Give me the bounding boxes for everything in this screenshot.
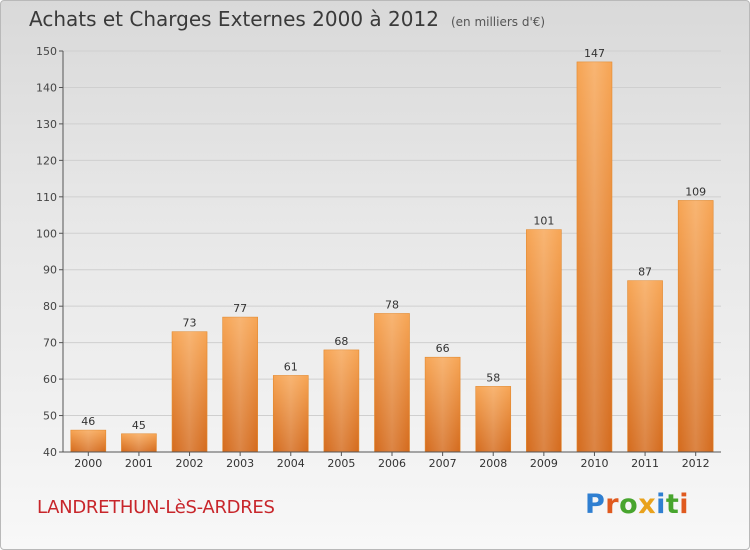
bar-value-label: 87	[638, 266, 652, 279]
bar-layer: 46 45 73 77 61 68 78 66 58 101 147 87 109	[70, 47, 714, 453]
bar-shine	[172, 331, 208, 452]
bar-shine	[222, 317, 258, 452]
y-tick-label: 110	[36, 191, 57, 204]
bar-group: 78	[374, 298, 410, 453]
y-tick-label: 60	[43, 373, 57, 386]
bar-shine	[273, 375, 309, 452]
bar-value-label: 46	[81, 415, 95, 428]
axis-layer: 40 50 60 70 80 90 100 110 120 130 140 150 2000 2001 20…	[36, 45, 721, 470]
x-tick-label: 2010	[580, 457, 608, 470]
x-tick-label: 2000	[74, 457, 102, 470]
y-tick-label: 90	[43, 264, 57, 277]
x-tick-label: 2007	[429, 457, 457, 470]
chart-title: Achats et Charges Externes 2000 à 2012 (e…	[29, 7, 545, 31]
bar-shine	[576, 61, 612, 452]
bar-shine	[475, 386, 511, 452]
bar-shine	[70, 430, 106, 452]
x-tick-label: 2002	[176, 457, 204, 470]
bar-shine	[323, 349, 359, 452]
bar-value-label: 66	[436, 342, 450, 355]
bar-group: 87	[627, 266, 663, 453]
y-tick-label: 70	[43, 337, 57, 350]
y-tick-label: 50	[43, 410, 57, 423]
x-tick-label: 2004	[277, 457, 305, 470]
bar-group: 61	[272, 360, 309, 453]
place-name: LANDRETHUN-LèS-ARDRES	[37, 497, 275, 518]
y-tick-label: 150	[36, 45, 57, 58]
y-tick-label: 80	[43, 300, 57, 313]
brand-letter: i	[679, 489, 690, 520]
x-tick-label: 2008	[479, 457, 507, 470]
bar-group: 73	[171, 317, 208, 453]
brand-letter: i	[656, 489, 666, 520]
bar-group: 77	[222, 302, 258, 453]
brand-letter: x	[638, 489, 657, 520]
y-tick-label: 140	[36, 81, 57, 94]
chart-unit-label: (en milliers d'€)	[450, 15, 546, 29]
bar-shine	[627, 280, 663, 452]
bar-value-label: 73	[183, 317, 197, 330]
bar-group: 109	[677, 185, 714, 453]
bar-shine	[526, 229, 562, 452]
bar-value-label: 68	[334, 335, 348, 348]
bar-group: 45	[121, 419, 157, 453]
bar-value-label: 61	[284, 360, 298, 373]
bar-shine	[678, 200, 714, 452]
x-tick-label: 2001	[125, 457, 153, 470]
brand-letter: r	[605, 489, 620, 520]
bar-value-label: 77	[233, 302, 247, 315]
bar-value-label: 109	[685, 185, 706, 198]
brand-letter: o	[619, 489, 639, 520]
bar-group: 147	[576, 47, 613, 453]
bar-value-label: 45	[132, 419, 146, 432]
bar-shine	[121, 433, 157, 452]
y-tick-label: 40	[43, 446, 57, 459]
bar-group: 101	[526, 215, 562, 453]
bar-group: 68	[323, 335, 360, 453]
y-tick-label: 120	[36, 154, 57, 167]
bar-value-label: 58	[486, 371, 500, 384]
bar-value-label: 147	[584, 47, 605, 60]
x-tick-label: 2012	[682, 457, 710, 470]
x-tick-label: 2006	[378, 457, 406, 470]
bar-group: 66	[424, 342, 461, 453]
bar-value-label: 101	[533, 215, 554, 228]
brand-letter: t	[665, 489, 680, 520]
y-tick-label: 100	[36, 227, 57, 240]
bar-value-label: 78	[385, 298, 399, 311]
brand-logo: Proxiti	[585, 489, 689, 520]
brand-letter: P	[585, 489, 606, 520]
x-tick-label: 2005	[327, 457, 355, 470]
x-tick-label: 2011	[631, 457, 659, 470]
y-tick-label: 130	[36, 118, 57, 131]
x-tick-label: 2009	[530, 457, 558, 470]
bar-group: 58	[475, 371, 512, 453]
bar-group: 46	[70, 415, 107, 453]
chart-title-text: Achats et Charges Externes 2000 à 2012	[29, 7, 439, 31]
bar-shine	[425, 357, 461, 452]
bar-shine	[374, 313, 410, 452]
x-tick-label: 2003	[226, 457, 254, 470]
